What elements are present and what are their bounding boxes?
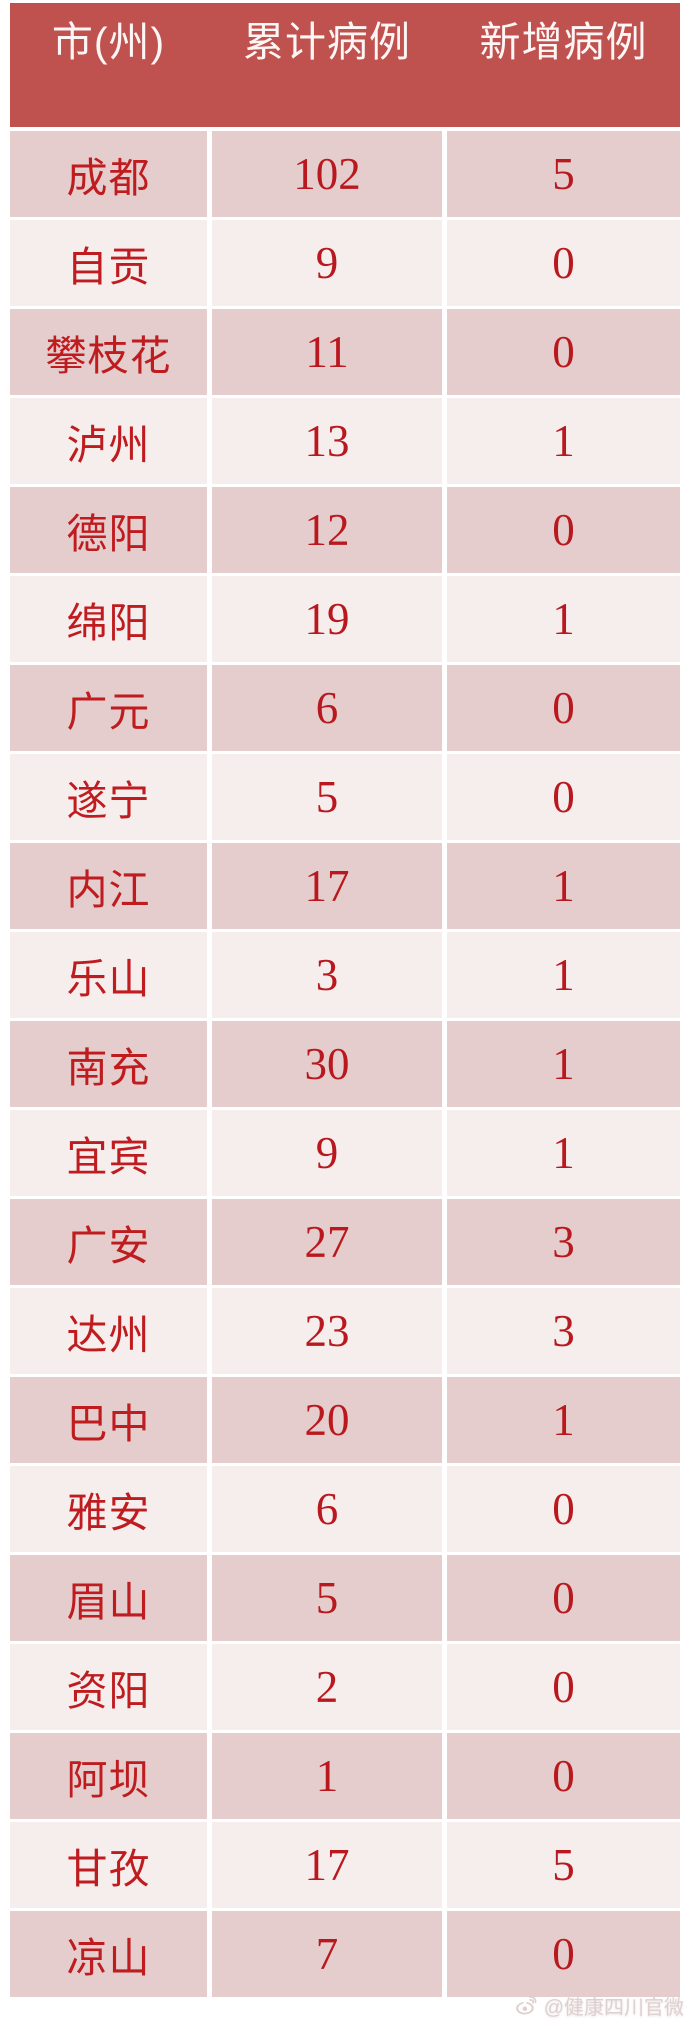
city-cell: 阿坝 — [10, 1733, 207, 1819]
city-cell: 眉山 — [10, 1555, 207, 1641]
new-cases-cell: 1 — [447, 576, 680, 662]
watermark: @健康四川官微 — [513, 1991, 684, 2020]
new-cases-cell: 1 — [447, 1110, 680, 1196]
cumulative-cell: 30 — [212, 1021, 442, 1107]
new-cases-cell: 1 — [447, 398, 680, 484]
city-cell: 巴中 — [10, 1377, 207, 1463]
cumulative-cell: 5 — [212, 754, 442, 840]
new-cases-cell: 1 — [447, 932, 680, 1018]
city-cell: 广安 — [10, 1199, 207, 1285]
cumulative-cell: 9 — [212, 220, 442, 306]
header-cell-city: 市(州) — [51, 19, 166, 65]
weibo-icon — [513, 1993, 539, 2019]
new-cases-cell: 1 — [447, 1377, 680, 1463]
new-cases-cell: 0 — [447, 754, 680, 840]
city-cell: 宜宾 — [10, 1110, 207, 1196]
new-cases-cell: 0 — [447, 487, 680, 573]
new-cases-cell: 0 — [447, 1466, 680, 1552]
city-cell: 泸州 — [10, 398, 207, 484]
cumulative-cell: 2 — [212, 1644, 442, 1730]
cumulative-cell: 6 — [212, 665, 442, 751]
new-cases-cell: 0 — [447, 1911, 680, 1997]
city-cell: 攀枝花 — [10, 309, 207, 395]
city-cell: 成都 — [10, 131, 207, 217]
cumulative-cell: 5 — [212, 1555, 442, 1641]
new-cases-cell: 3 — [447, 1199, 680, 1285]
new-cases-cell: 1 — [447, 843, 680, 929]
table-header: 市(州) 累计病例 新增病例 — [10, 3, 680, 127]
city-cell: 内江 — [10, 843, 207, 929]
cumulative-cell: 9 — [212, 1110, 442, 1196]
city-cell: 甘孜 — [10, 1822, 207, 1908]
cumulative-cell: 17 — [212, 843, 442, 929]
cumulative-cell: 102 — [212, 131, 442, 217]
new-cases-cell: 5 — [447, 131, 680, 217]
new-cases-cell: 1 — [447, 1021, 680, 1107]
city-cell: 南充 — [10, 1021, 207, 1107]
cumulative-cell: 27 — [212, 1199, 442, 1285]
cumulative-cell: 3 — [212, 932, 442, 1018]
table-body: 成都 102 5 自贡 9 0 攀枝花 11 0 泸州 13 1 德阳 12 0 绵阳 19 1 广元 6 0 遂宁 5 0 内… — [10, 131, 680, 1997]
city-cell: 绵阳 — [10, 576, 207, 662]
city-cell: 达州 — [10, 1288, 207, 1374]
city-cell: 雅安 — [10, 1466, 207, 1552]
watermark-text: @健康四川官微 — [543, 1997, 684, 2019]
cumulative-cell: 11 — [212, 309, 442, 395]
header-cell-new: 新增病例 — [479, 19, 648, 65]
city-cell: 德阳 — [10, 487, 207, 573]
new-cases-cell: 5 — [447, 1822, 680, 1908]
cumulative-cell: 23 — [212, 1288, 442, 1374]
city-cell: 凉山 — [10, 1911, 207, 1997]
cumulative-cell: 6 — [212, 1466, 442, 1552]
city-cell: 自贡 — [10, 220, 207, 306]
city-cell: 遂宁 — [10, 754, 207, 840]
header-cell-cumulative: 累计病例 — [243, 19, 411, 65]
city-cell: 乐山 — [10, 932, 207, 1018]
new-cases-cell: 0 — [447, 220, 680, 306]
city-cell: 资阳 — [10, 1644, 207, 1730]
cumulative-cell: 7 — [212, 1911, 442, 1997]
new-cases-cell: 3 — [447, 1288, 680, 1374]
new-cases-cell: 0 — [447, 1555, 680, 1641]
cumulative-cell: 12 — [212, 487, 442, 573]
cumulative-cell: 20 — [212, 1377, 442, 1463]
cumulative-cell: 17 — [212, 1822, 442, 1908]
new-cases-cell: 0 — [447, 309, 680, 395]
new-cases-cell: 0 — [447, 665, 680, 751]
cumulative-cell: 13 — [212, 398, 442, 484]
cumulative-cell: 1 — [212, 1733, 442, 1819]
new-cases-cell: 0 — [447, 1733, 680, 1819]
cumulative-cell: 19 — [212, 576, 442, 662]
new-cases-cell: 0 — [447, 1644, 680, 1730]
city-cell: 广元 — [10, 665, 207, 751]
